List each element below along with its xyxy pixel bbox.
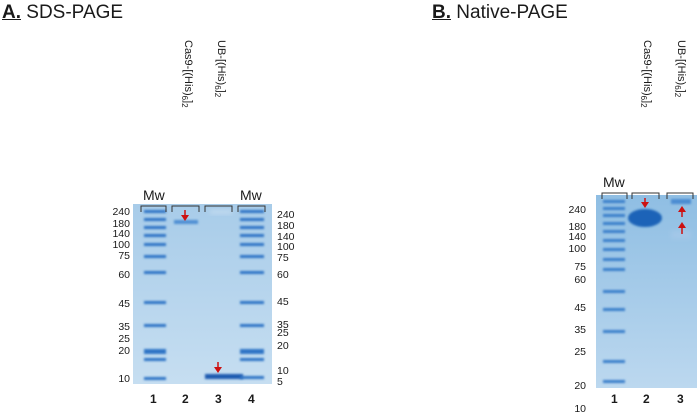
ladder-lane-4 — [240, 210, 264, 379]
marker-label: 60 — [118, 269, 130, 281]
panel-a-title: A. SDS-PAGE — [2, 2, 123, 24]
marker-label: 60 — [277, 269, 289, 281]
marker-label: 100 — [112, 239, 130, 251]
marker-label: 100 — [568, 243, 586, 255]
marker-label: 75 — [574, 261, 586, 273]
lane-label-cas9-sds: Cas9-[(His)6]2 — [179, 40, 194, 108]
panel-a-letter: A. — [2, 2, 21, 23]
mw-label-right: Mw — [240, 187, 262, 203]
sds-page-gel — [133, 204, 272, 384]
lane-label-ub-sds: UB-[(His)6]2 — [212, 40, 227, 98]
lane-number: 3 — [215, 392, 222, 406]
arrow-icon — [181, 210, 222, 373]
marker-label: 35 — [574, 324, 586, 336]
lane-number: 1 — [150, 392, 157, 406]
marker-label: 45 — [277, 296, 289, 308]
lane-label-cas9-native: Cas9-[(His)6]2 — [638, 40, 653, 108]
marker-label: 60 — [574, 274, 586, 286]
lane-brackets-a — [140, 205, 266, 212]
arrow-icon — [641, 198, 686, 234]
ladder-lane-1 — [144, 210, 166, 380]
marker-label: 20 — [574, 380, 586, 392]
marker-label: 20 — [277, 340, 289, 352]
lane-brackets-b — [601, 192, 694, 199]
marker-label: 240 — [277, 209, 295, 221]
marker-label: 10 — [118, 373, 130, 385]
marker-label: 180 — [112, 218, 130, 230]
marker-label: 25 — [118, 333, 130, 345]
cas9-band-native — [628, 209, 662, 227]
ub-band-sds — [205, 374, 243, 379]
ladder-native — [603, 200, 625, 383]
marker-label: 5 — [277, 376, 283, 388]
marker-label: 100 — [277, 241, 295, 253]
panel-b-title-text: Native-PAGE — [456, 2, 568, 23]
lane-label-ub-native: UB-[(His)6]2 — [672, 40, 687, 98]
marker-label: 20 — [118, 345, 130, 357]
marker-label: 35 — [118, 321, 130, 333]
marker-label: 75 — [118, 250, 130, 262]
marker-label: 10 — [574, 403, 586, 415]
lane-number: 3 — [677, 392, 684, 406]
panel-b-title: B. Native-PAGE — [432, 2, 568, 24]
lane-number: 1 — [611, 392, 618, 406]
marker-label: 45 — [574, 302, 586, 314]
marker-label: 10 — [277, 365, 289, 377]
cas9-band-sds — [174, 220, 198, 224]
panel-a-title-text: SDS-PAGE — [26, 2, 124, 23]
marker-label: 180 — [568, 221, 586, 233]
marker-label: 35 — [277, 319, 289, 331]
marker-label: 25 — [574, 346, 586, 358]
marker-label: 45 — [118, 298, 130, 310]
lane-number: 4 — [248, 392, 255, 406]
marker-label: 180 — [277, 220, 295, 232]
native-page-gel — [596, 195, 697, 388]
marker-label: 140 — [277, 231, 295, 243]
mw-label-native: Mw — [603, 174, 625, 190]
marker-label: 75 — [277, 252, 289, 264]
mw-label-left: Mw — [143, 187, 165, 203]
lane-number: 2 — [182, 392, 189, 406]
marker-label: 140 — [112, 228, 130, 240]
marker-label: 240 — [112, 206, 130, 218]
marker-label: 25 — [277, 327, 289, 339]
lane-number: 2 — [643, 392, 650, 406]
marker-label: 240 — [568, 204, 586, 216]
marker-label: 140 — [568, 231, 586, 243]
panel-b-letter: B. — [432, 2, 451, 23]
